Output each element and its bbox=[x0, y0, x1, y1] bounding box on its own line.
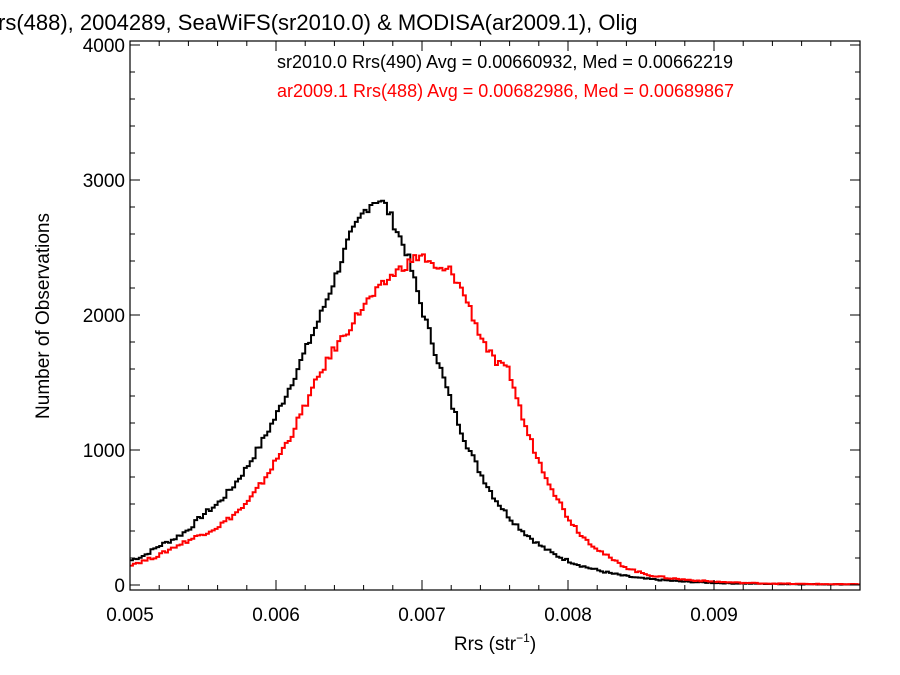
y-tick-label: 4000 bbox=[83, 36, 125, 57]
x-axis-label-text: Rrs (str bbox=[454, 634, 517, 655]
series-layer bbox=[130, 199, 860, 586]
x-tick-label: 0.009 bbox=[690, 605, 738, 626]
y-tick-label: 0 bbox=[114, 576, 125, 597]
x-tick-label: 0.006 bbox=[252, 605, 300, 626]
y-tick-label: 1000 bbox=[83, 441, 125, 462]
legend-entry-black: sr2010.0 Rrs(490) Avg = 0.00660932, Med … bbox=[277, 52, 733, 72]
x-tick-label: 0.007 bbox=[398, 605, 446, 626]
x-axis-label-close: ) bbox=[530, 634, 536, 655]
x-tick-label: 0.008 bbox=[544, 605, 592, 626]
ticks-layer: 0 1000 2000 3000 4000 0.005 0.006 0.007 0.008 0.0… bbox=[83, 36, 860, 626]
series-ar2009-line bbox=[130, 253, 860, 586]
legend-entry-red: ar2009.1 Rrs(488) Avg = 0.00682986, Med … bbox=[277, 81, 734, 101]
series-sr2010-line bbox=[130, 199, 860, 586]
y-axis-label: Number of Observations bbox=[33, 213, 54, 419]
y-tick-label: 2000 bbox=[83, 306, 125, 327]
x-tick-label: 0.005 bbox=[106, 605, 154, 626]
y-tick-label: 3000 bbox=[83, 171, 125, 192]
x-axis-label-superscript: −1 bbox=[516, 631, 530, 645]
plot-frame bbox=[129, 40, 861, 591]
legend: sr2010.0 Rrs(490) Avg = 0.00660932, Med … bbox=[277, 52, 734, 101]
chart-title: rs(488), 2004289, SeaWiFS(sr2010.0) & MO… bbox=[0, 10, 638, 35]
x-axis-label: Rrs (str−1) bbox=[454, 631, 536, 655]
